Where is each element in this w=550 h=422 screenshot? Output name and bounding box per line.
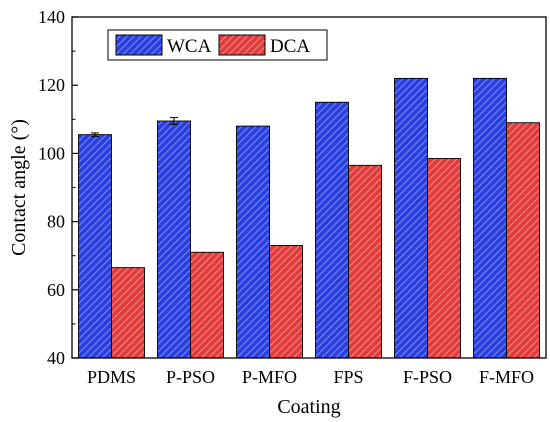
bar-wca-fps — [315, 101, 349, 359]
y-tick-label: 120 — [38, 75, 65, 95]
x-tick-label-fps: FPS — [333, 367, 363, 387]
error-bar-wca-p-pso — [170, 117, 178, 125]
error-bars-layer — [91, 117, 178, 137]
bar-wca-p-mfo — [236, 125, 270, 359]
bar-dca-fps — [348, 164, 382, 359]
bar-dca-pdms — [111, 267, 145, 359]
legend-swatch-wca — [115, 34, 163, 56]
legend-swatch-dca — [218, 34, 266, 56]
x-tick-label-f-pso: F-PSO — [403, 367, 452, 387]
x-tick-label-f-mfo: F-MFO — [479, 367, 534, 387]
y-tick-label: 140 — [38, 7, 65, 27]
bars-layer — [78, 77, 540, 359]
bar-wca-f-pso — [394, 77, 428, 359]
bar-dca-p-mfo — [269, 245, 303, 359]
bar-wca-pdms — [78, 134, 112, 359]
legend-label-dca: DCA — [270, 36, 310, 57]
bar-dca-f-mfo — [506, 122, 540, 359]
bar-dca-f-pso — [427, 158, 461, 359]
bar-dca-p-pso — [190, 251, 224, 359]
x-tick-label-pdms: PDMS — [87, 367, 136, 387]
legend: WCA DCA — [107, 29, 328, 61]
error-bar-wca-pdms — [91, 132, 99, 137]
x-tick-label-p-mfo: P-MFO — [242, 367, 297, 387]
y-axis-title: Contact angle (°) — [8, 119, 30, 256]
bar-wca-f-mfo — [473, 77, 507, 359]
y-tick-label: 80 — [47, 212, 65, 232]
x-tick-label-p-pso: P-PSO — [166, 367, 215, 387]
y-tick-label: 40 — [47, 348, 65, 368]
x-axis: PDMS P-PSO P-MFO FPS F-PSO F-MFO — [87, 352, 534, 387]
bar-wca-p-pso — [157, 120, 191, 359]
legend-label-wca: WCA — [167, 36, 212, 57]
y-axis: 40 60 80 100 120 140 — [38, 7, 78, 368]
y-tick-label: 100 — [38, 143, 65, 163]
y-tick-label: 60 — [47, 280, 65, 300]
x-axis-title: Coating — [277, 396, 340, 418]
